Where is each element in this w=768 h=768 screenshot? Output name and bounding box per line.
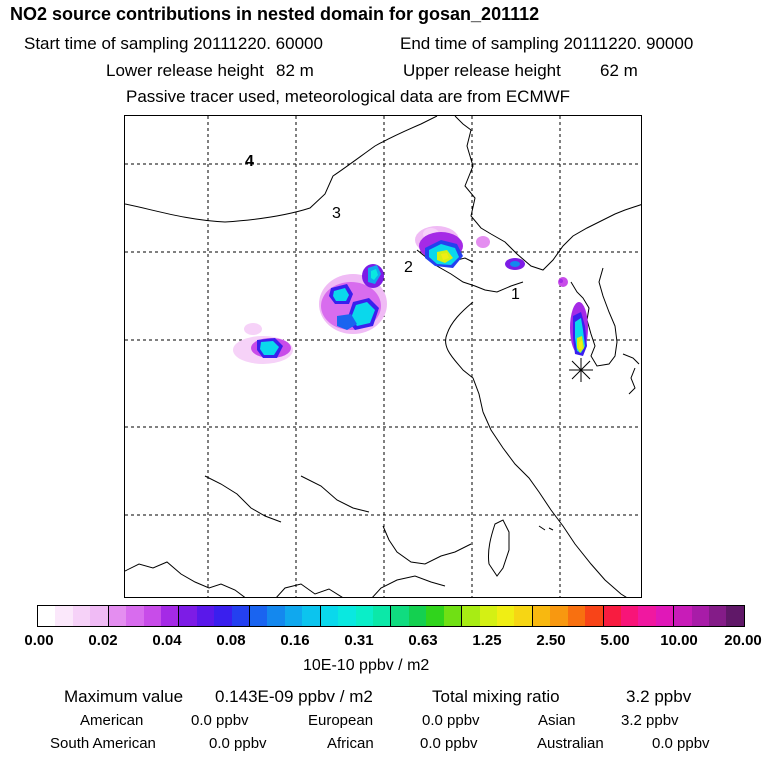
colorbar-segment — [514, 606, 533, 626]
colorbar-segment — [55, 606, 73, 626]
lat-lon-grid — [125, 116, 641, 597]
source-value-south-american: 0.0 ppbv — [209, 735, 267, 752]
colorbar-tick-label: 0.16 — [280, 632, 310, 649]
colorbar-tick-label: 0.08 — [216, 632, 246, 649]
colorbar-segment — [160, 606, 180, 626]
upper-release-label: Upper release height — [403, 61, 561, 80]
colorbar-segment — [250, 606, 268, 626]
source-name-african: African — [327, 735, 374, 752]
source-name-australian: Australian — [537, 735, 604, 752]
concentration-plumes — [233, 226, 588, 364]
colorbar-segment — [479, 606, 497, 626]
colorbar-tick-label: 10.00 — [660, 632, 698, 649]
colorbar-segment — [179, 606, 197, 626]
colorbar-tick-label: 0.63 — [408, 632, 438, 649]
colorbar-segment — [284, 606, 303, 626]
colorbar-segment — [143, 606, 161, 626]
colorbar-segment — [302, 606, 321, 626]
colorbar-segment — [674, 606, 692, 626]
colorbar-segment — [603, 606, 621, 626]
colorbar-tick-label: 5.00 — [600, 632, 630, 649]
colorbar-segment — [196, 606, 215, 626]
colorbar-tick-label: 0.31 — [344, 632, 374, 649]
colorbar-segment — [426, 606, 444, 626]
colorbar-segment — [532, 606, 551, 626]
colorbar-tick-label: 0.00 — [24, 632, 54, 649]
total-mixing-value: 3.2 ppbv — [626, 687, 692, 706]
receptor-asterisk-icon — [569, 358, 593, 382]
map-canvas: 1 2 3 4 — [125, 116, 641, 597]
colorbar-tick-label: 20.00 — [724, 632, 762, 649]
colorbar-segment — [726, 606, 744, 626]
colorbar-segment — [408, 606, 427, 626]
colorbar-segment — [72, 606, 91, 626]
colorbar-segment — [38, 606, 56, 626]
total-mixing-label: Total mixing ratio — [432, 687, 560, 706]
region-label-4: 4 — [245, 153, 254, 170]
max-value-label: Maximum value — [64, 687, 184, 706]
end-time-label: End time of sampling 20111220. 90000 — [400, 34, 694, 53]
source-value-european: 0.0 ppbv — [422, 712, 480, 729]
colorbar-segment — [391, 606, 409, 626]
max-value: 0.143E-09 ppbv / m2 — [215, 687, 373, 706]
region-label-3: 3 — [332, 205, 341, 222]
region-label-1: 1 — [511, 286, 520, 303]
colorbar — [37, 605, 745, 627]
source-name-european: European — [308, 712, 374, 729]
colorbar-unit: 10E-10 ppbv / m2 — [303, 657, 430, 674]
colorbar-segment — [373, 606, 392, 626]
colorbar-segment — [620, 606, 639, 626]
colorbar-segment — [90, 606, 109, 626]
colorbar-segment — [638, 606, 656, 626]
source-name-american: American — [80, 712, 144, 729]
colorbar-segment — [267, 606, 285, 626]
tracer-note: Passive tracer used, meteorological data… — [126, 87, 571, 106]
colorbar-segment — [462, 606, 480, 626]
colorbar-segment — [691, 606, 710, 626]
upper-release-value: 62 m — [600, 61, 638, 80]
colorbar-segment — [214, 606, 232, 626]
source-value-african: 0.0 ppbv — [420, 735, 478, 752]
colorbar-segment — [585, 606, 604, 626]
map-panel: 1 2 3 4 — [124, 115, 642, 598]
lower-release-label: Lower release height — [106, 61, 264, 80]
source-value-american: 0.0 ppbv — [191, 712, 249, 729]
source-value-australian: 0.0 ppbv — [652, 735, 710, 752]
colorbar-tick-label: 2.50 — [536, 632, 566, 649]
source-value-asian: 3.2 ppbv — [621, 712, 679, 729]
source-name-south-american: South American — [50, 735, 156, 752]
colorbar-segment — [126, 606, 144, 626]
colorbar-segment — [443, 606, 463, 626]
colorbar-segment — [108, 606, 127, 626]
colorbar-segment — [231, 606, 251, 626]
colorbar-tick-label: 0.02 — [88, 632, 118, 649]
lower-release-value: 82 m — [276, 61, 314, 80]
colorbar-segment — [355, 606, 374, 626]
colorbar-segment — [496, 606, 515, 626]
colorbar-segment — [338, 606, 356, 626]
region-label-2: 2 — [404, 259, 413, 276]
colorbar-segment — [567, 606, 586, 626]
colorbar-segment — [550, 606, 568, 626]
colorbar-tick-label: 0.04 — [152, 632, 182, 649]
colorbar-tick-label: 1.25 — [472, 632, 502, 649]
colorbar-segment — [320, 606, 339, 626]
colorbar-segment — [655, 606, 675, 626]
source-name-asian: Asian — [538, 712, 576, 729]
colorbar-segment — [709, 606, 727, 626]
figure-title: NO2 source contributions in nested domai… — [10, 4, 540, 24]
start-time-label: Start time of sampling 20111220. 60000 — [24, 34, 323, 53]
